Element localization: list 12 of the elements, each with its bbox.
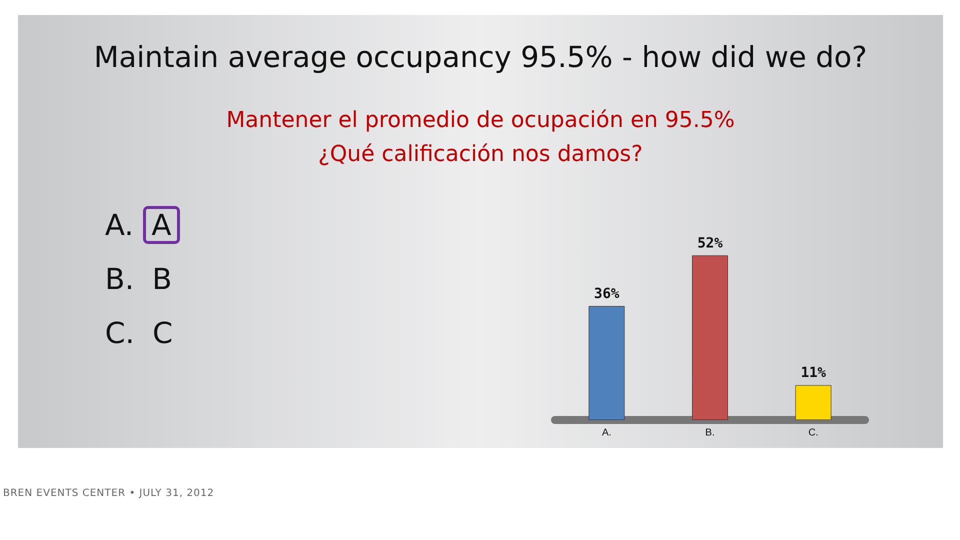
text: C. C xyxy=(105,316,174,350)
chart-title: Maintain average occupancy 95.5% - how did we do? xyxy=(92,40,868,74)
data-label: 36% xyxy=(594,286,620,302)
text: B. B xyxy=(105,262,174,296)
x-tick-label: B. xyxy=(705,428,715,438)
text: A. A xyxy=(105,208,172,242)
x-tick-label: C. xyxy=(808,428,818,438)
data-label: 11% xyxy=(800,365,827,382)
text: BREN EVENTS CENTER • JULY 31, 2012 xyxy=(3,488,214,499)
data-label: 52% xyxy=(697,235,724,252)
x-tick-label: A. xyxy=(602,428,612,438)
chart-subtitle: Mantener el promedio de ocupación en 95.5% ¿Qué calificación nos damos? xyxy=(225,107,736,169)
